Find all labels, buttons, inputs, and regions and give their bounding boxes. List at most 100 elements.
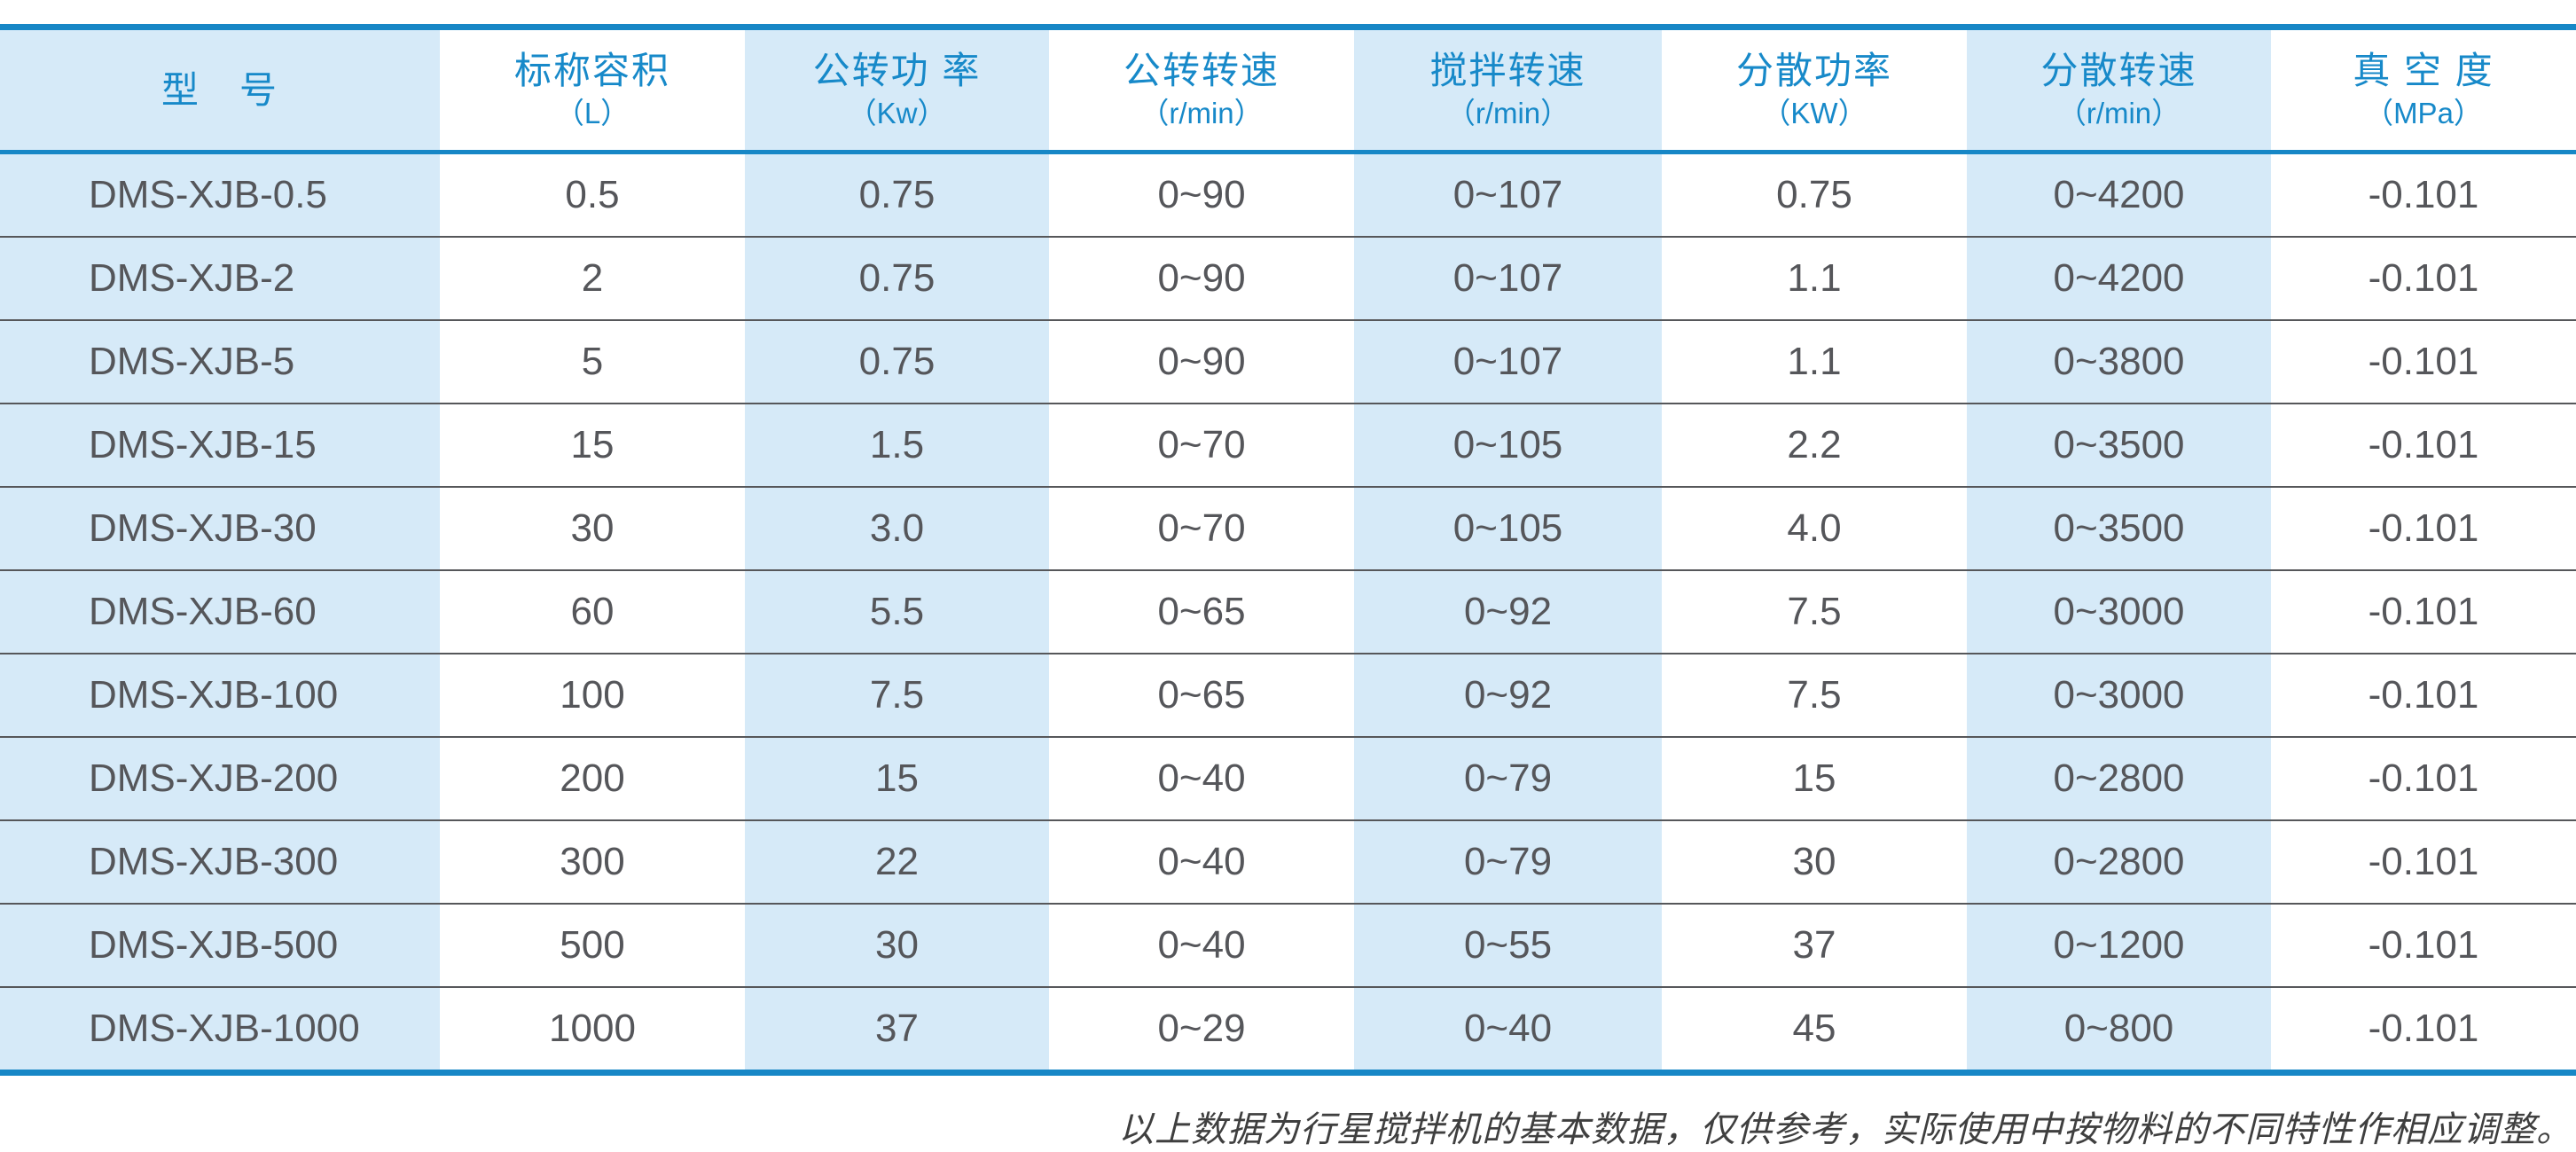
model-cell: DMS-XJB-30 (0, 488, 440, 569)
value-cell: 0~55 (1354, 905, 1662, 986)
model-cell: DMS-XJB-100 (0, 654, 440, 736)
value-cell: -0.101 (2368, 756, 2479, 800)
value-cell: 60 (570, 590, 615, 633)
value-cell: 0~65 (1157, 590, 1246, 633)
value-cell: 22 (745, 821, 1049, 903)
table-row: DMS-XJB-0.5 0.5 0.75 0~90 0~107 0.75 0~4200 -0.… (0, 154, 2576, 236)
value-cell: 300 (560, 840, 625, 883)
table-top-border (0, 24, 2576, 30)
value-cell: 0~105 (1354, 488, 1662, 569)
table-row: DMS-XJB-500 500 30 0~40 0~55 37 0~1200 -0.101 (0, 903, 2576, 986)
table-body: DMS-XJB-0.5 0.5 0.75 0~90 0~107 0.75 0~4200 -0.… (0, 154, 2576, 1070)
value-cell: 0~90 (1157, 256, 1246, 300)
model-cell: DMS-XJB-60 (0, 571, 440, 653)
header-unit: （MPa） (2364, 97, 2483, 129)
value-cell: 0~92 (1354, 654, 1662, 736)
table-bottom-border (0, 1070, 2576, 1076)
value-cell: 0~92 (1354, 571, 1662, 653)
header-cell-3: 公转转速 （r/min） (1049, 30, 1354, 150)
value-cell: 500 (560, 923, 625, 967)
table-row: DMS-XJB-30 30 3.0 0~70 0~105 4.0 0~3500 -0.101 (0, 486, 2576, 569)
value-cell: 0~800 (1967, 988, 2271, 1070)
value-cell: -0.101 (2368, 506, 2479, 550)
value-cell: 4.0 (1787, 506, 1842, 550)
header-unit: （r/min） (1139, 97, 1264, 129)
header-label: 分散功率 (1735, 50, 1892, 91)
value-cell: 15 (570, 423, 615, 466)
value-cell: 30 (570, 506, 615, 550)
value-cell: -0.101 (2368, 673, 2479, 717)
value-cell: 0~4200 (1967, 238, 2271, 319)
value-cell: 37 (1792, 923, 1836, 967)
value-cell: 0~40 (1354, 988, 1662, 1070)
header-cell-2: 公转功 率 （Kw） (745, 30, 1049, 150)
value-cell: 7.5 (745, 654, 1049, 736)
value-cell: 5 (581, 340, 604, 383)
value-cell: 0~3000 (1967, 571, 2271, 653)
value-cell: 0~107 (1354, 321, 1662, 403)
header-cell-6: 分散转速 （r/min） (1967, 30, 2271, 150)
value-cell: 7.5 (1787, 673, 1842, 717)
value-cell: 0~107 (1354, 154, 1662, 236)
value-cell: -0.101 (2368, 173, 2479, 216)
value-cell: 1000 (549, 1007, 636, 1050)
header-cell-1: 标称容积 （L） (440, 30, 745, 150)
header-unit: （L） (554, 97, 630, 129)
value-cell: 100 (560, 673, 625, 717)
value-cell: 0~3800 (1967, 321, 2271, 403)
header-unit: （KW） (1761, 97, 1867, 129)
value-cell: 0~2800 (1967, 821, 2271, 903)
header-cell-7: 真 空 度 （MPa） (2271, 30, 2576, 150)
value-cell: 2 (581, 256, 604, 300)
table-header-row: 型 号 标称容积 （L） 公转功 率 （Kw） 公转转速 （r/min） 搅拌转速 （r/min… (0, 30, 2576, 150)
table-row: DMS-XJB-2 2 0.75 0~90 0~107 1.1 0~4200 -0.101 (0, 236, 2576, 319)
value-cell: -0.101 (2368, 256, 2479, 300)
model-cell: DMS-XJB-500 (0, 905, 440, 986)
model-cell: DMS-XJB-0.5 (0, 154, 440, 236)
value-cell: 5.5 (745, 571, 1049, 653)
value-cell: 0~2800 (1967, 738, 2271, 819)
value-cell: 30 (1792, 840, 1836, 883)
footnote: 以上数据为行星搅拌机的基本数据，仅供参考，实际使用中按物料的不同特性作相应调整。 (1118, 1109, 2572, 1150)
value-cell: 7.5 (1787, 590, 1842, 633)
table-row: DMS-XJB-60 60 5.5 0~65 0~92 7.5 0~3000 -0.101 (0, 569, 2576, 653)
value-cell: 0~70 (1157, 423, 1246, 466)
value-cell: 0~79 (1354, 738, 1662, 819)
value-cell: -0.101 (2368, 840, 2479, 883)
value-cell: 2.2 (1787, 423, 1842, 466)
value-cell: 1.1 (1787, 340, 1842, 383)
value-cell: 0~79 (1354, 821, 1662, 903)
model-cell: DMS-XJB-1000 (0, 988, 440, 1070)
value-cell: 0~90 (1157, 340, 1246, 383)
value-cell: 0~3500 (1967, 404, 2271, 486)
value-cell: 15 (745, 738, 1049, 819)
value-cell: 0~40 (1157, 923, 1246, 967)
value-cell: -0.101 (2368, 923, 2479, 967)
value-cell: 0~40 (1157, 840, 1246, 883)
value-cell: 30 (745, 905, 1049, 986)
value-cell: 1.1 (1787, 256, 1842, 300)
value-cell: 15 (1792, 756, 1836, 800)
value-cell: 0.5 (565, 173, 620, 216)
table-row: DMS-XJB-300 300 22 0~40 0~79 30 0~2800 -0.101 (0, 819, 2576, 903)
model-cell: DMS-XJB-5 (0, 321, 440, 403)
value-cell: 0~1200 (1967, 905, 2271, 986)
value-cell: -0.101 (2368, 590, 2479, 633)
header-cell-5: 分散功率 （KW） (1662, 30, 1967, 150)
value-cell: 1.5 (745, 404, 1049, 486)
value-cell: 0.75 (745, 321, 1049, 403)
header-unit: （r/min） (1445, 97, 1570, 129)
value-cell: 0~65 (1157, 673, 1246, 717)
value-cell: 0~70 (1157, 506, 1246, 550)
value-cell: 0.75 (1776, 173, 1852, 216)
table-row: DMS-XJB-100 100 7.5 0~65 0~92 7.5 0~3000 -0.101 (0, 653, 2576, 736)
header-label: 公转功 率 (812, 50, 982, 91)
model-cell: DMS-XJB-300 (0, 821, 440, 903)
header-label: 搅拌转速 (1429, 50, 1586, 91)
header-cell-0: 型 号 (0, 30, 440, 150)
header-cell-4: 搅拌转速 （r/min） (1354, 30, 1662, 150)
value-cell: 0.75 (745, 154, 1049, 236)
header-unit: （r/min） (2056, 97, 2181, 129)
value-cell: -0.101 (2368, 1007, 2479, 1050)
value-cell: 0~3500 (1967, 488, 2271, 569)
